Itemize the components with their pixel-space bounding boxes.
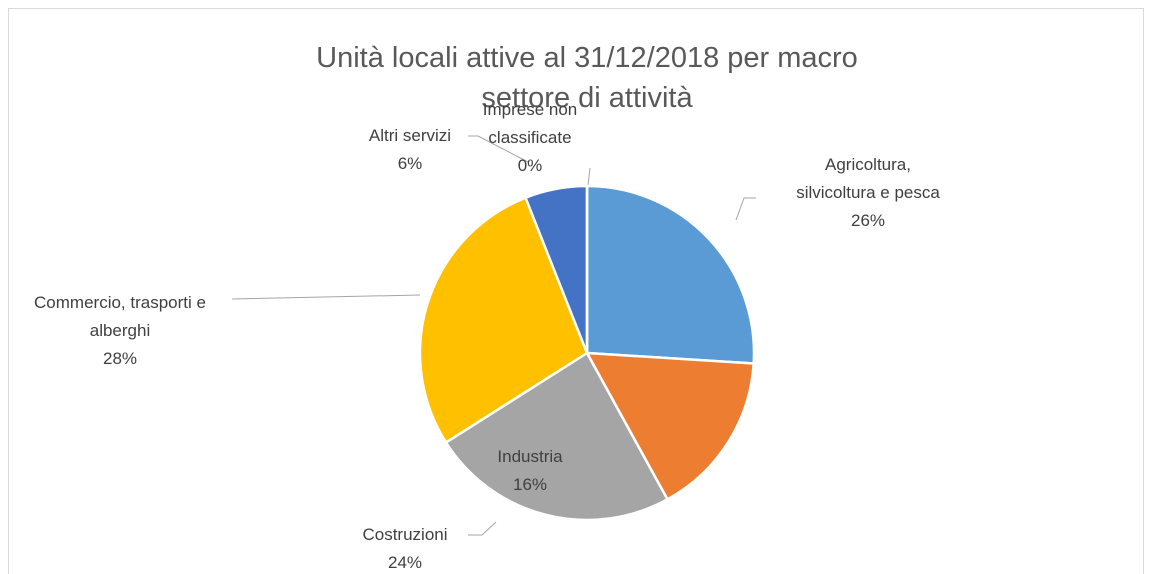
slice [585, 184, 756, 365]
category-label: Costruzioni [362, 525, 448, 544]
data-label: Costruzioni 24% [340, 521, 470, 574]
value-label: 24% [387, 553, 423, 572]
slices [418, 184, 756, 522]
value-label: 16% [512, 475, 548, 494]
leader-line [735, 197, 756, 221]
category-label: Industria [497, 447, 563, 466]
slice [585, 351, 755, 501]
value-label: 6% [397, 154, 423, 173]
leader-lines [231, 135, 756, 536]
category-label: Imprese non classificate [482, 100, 578, 147]
slice [418, 196, 589, 444]
data-label: Agricoltura, silvicoltura e pesca 26% [788, 151, 948, 235]
chart-title: Unità locali attive al 31/12/2018 per ma… [316, 42, 858, 114]
value-label: 26% [850, 211, 886, 230]
data-label: Commercio, trasporti e alberghi 28% [10, 289, 230, 373]
category-label: Altri servizi [368, 126, 452, 145]
leader-line [468, 521, 497, 536]
data-label: Altri servizi 6% [345, 122, 475, 178]
leader-line [587, 167, 591, 186]
chart-frame [8, 8, 1144, 574]
category-label: Agricoltura, silvicoltura e pesca [796, 155, 940, 202]
leader-line [231, 294, 421, 300]
data-label: Industria 16% [470, 443, 590, 499]
value-label: 28% [102, 349, 138, 368]
value-label: 0% [517, 156, 543, 175]
leader-line [468, 135, 529, 163]
data-label: Imprese non classificate 0% [468, 96, 593, 180]
category-label: Commercio, trasporti e alberghi [34, 293, 206, 340]
slice [444, 351, 669, 522]
